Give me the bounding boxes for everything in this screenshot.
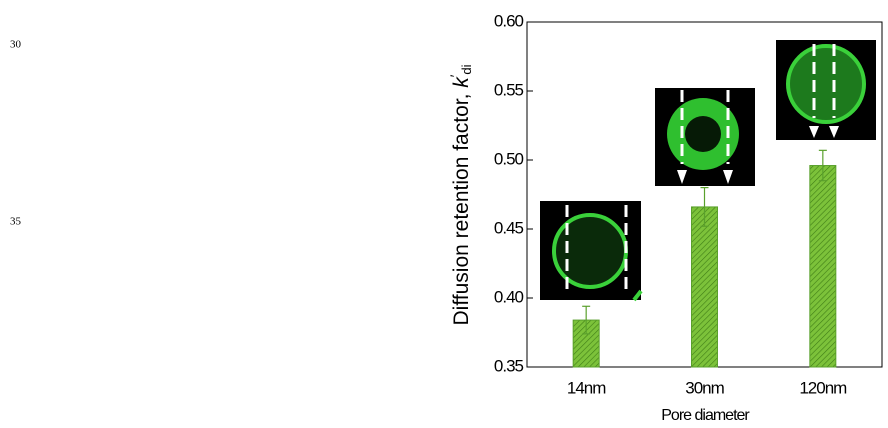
x-tick-label: 14nm bbox=[567, 378, 606, 397]
y-tick-label: 0.40 bbox=[494, 287, 524, 306]
error-bar bbox=[582, 305, 591, 335]
inset-image bbox=[776, 40, 876, 140]
x-axis-label: Pore diameter bbox=[661, 407, 750, 424]
bar bbox=[572, 319, 600, 368]
y-tick-label: 0.35 bbox=[494, 356, 524, 375]
y-label-prime: ′ bbox=[447, 74, 463, 77]
y-label-text: Diffusion retention factor, bbox=[450, 88, 473, 326]
inset-image bbox=[540, 201, 643, 302]
bar bbox=[809, 165, 837, 368]
error-bar bbox=[818, 149, 827, 182]
bar bbox=[691, 206, 718, 368]
insets bbox=[540, 40, 876, 302]
y-label-sub: di bbox=[459, 64, 474, 74]
y-tick-label: 0.45 bbox=[494, 218, 524, 237]
line-number: 35 bbox=[10, 216, 22, 228]
error-bar bbox=[700, 187, 709, 227]
inset-image bbox=[655, 88, 755, 186]
y-tick-label: 0.50 bbox=[494, 149, 524, 168]
y-tick-label: 0.60 bbox=[494, 11, 524, 30]
x-tick-label: 120nm bbox=[799, 378, 847, 397]
line-number: 30 bbox=[10, 39, 22, 51]
y-label-symbol: k bbox=[450, 76, 473, 88]
y-axis-label: Diffusion retention factor, k′di bbox=[447, 64, 475, 325]
x-tick-label: 30nm bbox=[685, 378, 724, 397]
y-tick-label: 0.55 bbox=[494, 80, 524, 99]
